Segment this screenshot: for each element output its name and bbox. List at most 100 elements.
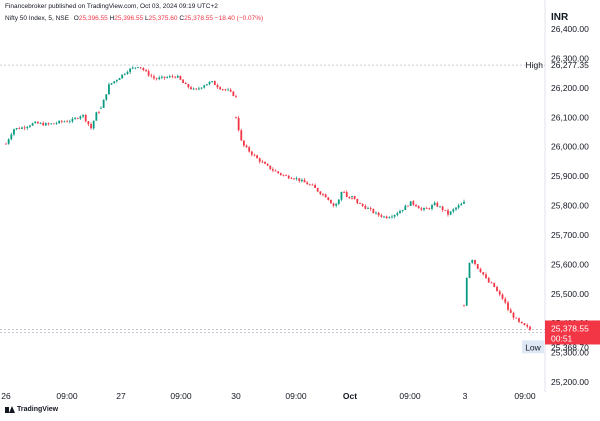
candle-body [10,134,13,140]
candle-body [23,127,26,129]
candle-body [258,158,261,162]
candle-body [425,208,428,209]
candle-body [253,154,256,156]
candle-body [523,323,526,326]
candle-body [452,209,455,212]
candle-body [264,162,266,164]
candle-body [399,211,401,214]
candle-body [417,206,420,209]
y-tick-label: 25,200.00 [551,377,589,387]
candle-body [7,139,10,144]
symbol-label: Nifty 50 Index, 5, NSE [5,15,69,22]
candle-body [423,208,425,210]
candle-body [337,199,340,204]
candle-body [455,207,457,210]
candle-body [388,217,391,219]
candle-body [460,203,463,206]
candle-body [174,76,177,78]
tradingview-logo: TradingView [5,406,58,413]
candle-body [385,216,388,219]
high-label: H [109,15,115,22]
candle-body [198,88,200,90]
candle-body [134,67,137,69]
candle-body [404,205,407,211]
candle-body [485,274,487,279]
candle-body [137,67,139,69]
x-tick-label: 3 [463,391,468,401]
candle-body [55,123,58,124]
candle-body [58,120,61,124]
y-tick-label: 25,900.00 [551,171,589,181]
open-value: 25,396.55 [78,15,108,22]
currency-label: INR [551,12,569,23]
candle-body [248,147,251,152]
candle-body [74,118,76,119]
candle-body [314,185,316,188]
candle-body [351,196,353,197]
candle-body [179,75,182,80]
candle-body [105,94,108,100]
candle-body [330,199,332,204]
candle-body [26,126,29,129]
candle-body [345,192,348,198]
candle-body [232,91,235,96]
candle-body [509,309,512,313]
y-tick-label: 25,700.00 [551,230,589,240]
x-tick-label: 30 [231,391,241,401]
low-label: L [145,15,149,22]
candle-body [439,206,441,208]
candle-body [139,67,142,69]
candle-body [208,82,211,85]
candle-body [457,205,460,208]
candle-body [79,116,82,119]
candle-body [431,205,433,209]
candle-body [401,210,404,212]
candle-body [490,282,493,284]
candle-body [147,71,150,76]
candle-body [113,81,116,84]
candle-body [372,209,375,213]
candle-body [332,203,335,206]
candle-body [396,213,399,215]
candle-body [369,208,372,210]
candle-body [367,208,369,209]
candle-body [316,187,319,192]
candle-body [311,184,314,186]
x-tick-label: 09:00 [285,391,307,401]
candle-body [92,120,95,129]
candle-body [245,145,248,148]
candle-body [90,124,92,129]
candle-body [277,171,280,174]
close-value: 25,378.55 [184,15,213,22]
candle-body [68,121,71,123]
candle-body [102,99,105,108]
candle-body [501,294,504,299]
candle-body [163,76,166,78]
candle-body [5,143,7,145]
candle-body [266,163,269,166]
y-tick-label: 25,800.00 [551,201,589,211]
candle-body [31,123,34,126]
candle-body [160,76,163,78]
candle-body [110,83,113,85]
candle-body [465,277,468,306]
candle-body [243,140,245,146]
candle-body [529,326,531,330]
candle-body [182,79,184,84]
candle-body [39,123,42,124]
candle-body [50,123,53,125]
candle-body [98,112,100,114]
candle-body [66,121,69,123]
candle-body [42,123,45,126]
candle-body [343,191,345,193]
candle-body [195,88,198,90]
candle-body [200,87,203,89]
tradingview-logo-text: TradingView [17,406,59,413]
candle-body [526,325,529,327]
candle-body [287,175,290,179]
candle-body [18,128,21,129]
x-tick-label: 26 [1,391,11,401]
y-tick-label: 25,600.00 [551,259,589,269]
candle-body [235,117,237,119]
